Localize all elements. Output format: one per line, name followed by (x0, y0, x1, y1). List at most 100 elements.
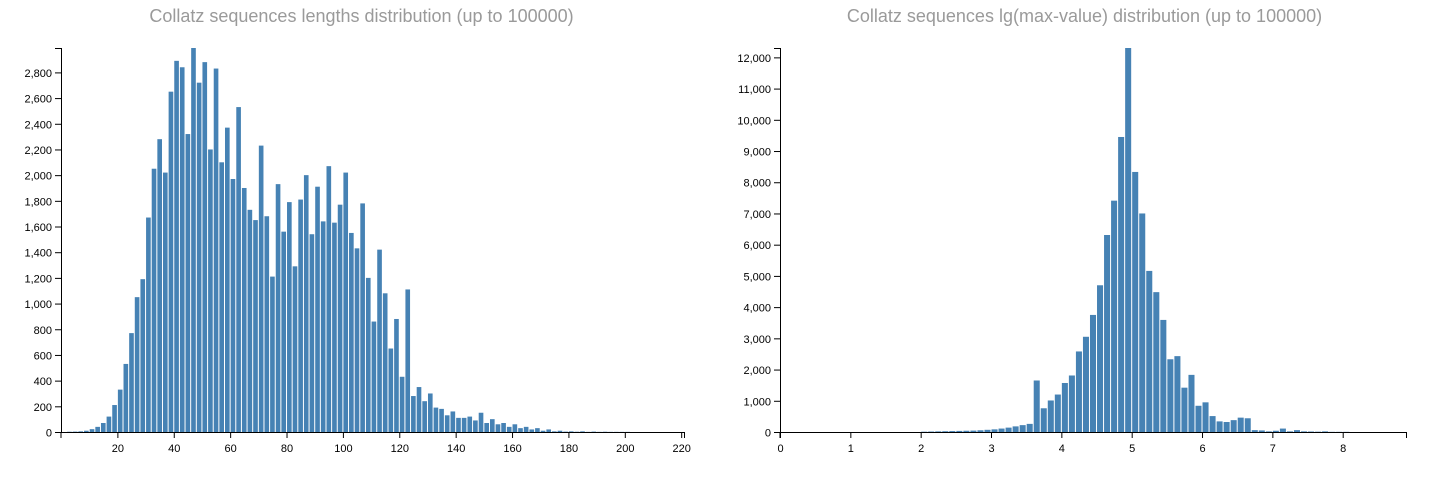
histogram-bar (1068, 375, 1075, 432)
x-tick-label: 160 (503, 443, 521, 455)
histogram-bar (405, 289, 411, 432)
histogram-bar (540, 430, 546, 432)
histogram-bar (518, 428, 523, 432)
x-axis: 20 40 60 80 100 120 140 160 180 200 220 (60, 432, 691, 455)
histogram-bar (326, 166, 332, 432)
x-tick-label: 7 (1270, 443, 1276, 455)
y-tick-label: 11,000 (738, 84, 771, 96)
histogram-bar (467, 416, 473, 432)
histogram-bar (1216, 421, 1223, 432)
histogram-bar (1209, 416, 1216, 432)
histogram-bar (123, 363, 129, 432)
histogram-bar (191, 48, 196, 432)
histogram-bar (360, 203, 365, 432)
y-tick-label: 400 (34, 376, 52, 388)
histogram-bar (444, 415, 450, 432)
histogram-bar (112, 405, 117, 432)
histogram-bar (984, 429, 991, 432)
y-tick-label: 600 (34, 350, 52, 362)
y-tick-label: 2,600 (24, 94, 52, 106)
histogram-bar (1223, 422, 1230, 432)
histogram-bar (1111, 200, 1118, 432)
x-tick-label: 60 (225, 443, 237, 455)
histogram-bar (1293, 430, 1300, 432)
histogram-bar (1258, 430, 1265, 432)
y-tick-label: 0 (46, 428, 52, 440)
histogram-bar (1012, 426, 1019, 432)
histogram-bar (332, 222, 337, 432)
histogram-bar (382, 293, 388, 432)
histogram-bar (1153, 292, 1160, 432)
histogram-bar (349, 232, 354, 432)
histogram-bar (208, 149, 213, 432)
histogram-bar (89, 429, 95, 432)
y-tick-label: 2,200 (24, 145, 52, 157)
histogram-bar (1300, 431, 1308, 432)
histogram-bar (1047, 400, 1054, 432)
histogram-bar (411, 396, 416, 432)
x-tick-label: 0 (777, 443, 783, 455)
histogram-bar (433, 407, 439, 432)
histogram-bar (320, 221, 326, 432)
x-tick-label: 1 (848, 443, 854, 455)
histogram-bar (1132, 171, 1139, 432)
y-tick-label: 2,800 (24, 68, 52, 80)
histogram-bar (1118, 136, 1125, 433)
x-tick-label: 80 (281, 443, 293, 455)
histogram-bar (977, 430, 984, 432)
y-tick-label: 1,000 (743, 396, 771, 408)
histogram-bar (106, 416, 112, 432)
histogram-bar (1061, 382, 1068, 432)
histogram-bar (84, 430, 89, 432)
histogram-bar (1019, 425, 1026, 432)
histogram-bar (935, 431, 942, 432)
histogram-bar (1097, 285, 1104, 432)
histogram-bar (140, 279, 146, 432)
x-tick-label: 5 (1129, 443, 1135, 455)
histogram-bar (963, 430, 970, 432)
histogram-bar (970, 430, 977, 432)
histogram-bar (529, 429, 535, 432)
x-tick-label: 140 (447, 443, 465, 455)
histogram-bar (1033, 380, 1040, 432)
y-tick-label: 2,000 (24, 171, 52, 183)
histogram-bar (580, 431, 585, 432)
histogram-bar (185, 134, 191, 433)
histogram-bar (552, 431, 557, 432)
histogram-bar (264, 216, 270, 432)
histogram-bar (247, 209, 253, 432)
histogram-bar (546, 429, 552, 432)
histogram-bar (365, 277, 371, 432)
histogram-bar (1202, 402, 1209, 432)
x-tick-label: 180 (560, 443, 578, 455)
histogram-bar (129, 333, 134, 432)
histogram-bar (241, 187, 247, 432)
histogram-bar (202, 62, 208, 432)
histogram-bar (230, 179, 236, 432)
histogram-bar (991, 429, 998, 432)
x-tick-label: 100 (334, 443, 352, 455)
histogram-bar (275, 184, 281, 432)
histogram-bar (1167, 359, 1174, 432)
chart-lengths: Collatz sequences lengths distribution (… (24, 6, 691, 455)
histogram-bar (568, 431, 574, 432)
y-tick-label: 8,000 (743, 178, 771, 190)
y-tick-label: 7,000 (743, 209, 771, 221)
y-axis: 0 1,000 2,000 3,000 4,000 5,000 6,000 7,000 8,00… (737, 48, 781, 440)
chart-title: Collatz sequences lg(max-value) distribu… (846, 6, 1323, 26)
histogram-bar (337, 204, 343, 432)
x-tick-label: 220 (673, 443, 691, 455)
histogram-bar (1160, 319, 1167, 432)
x-tick-label: 4 (1059, 443, 1065, 455)
histogram-bar (1054, 394, 1061, 432)
histogram-bar (506, 426, 512, 432)
histogram-bar (1237, 417, 1244, 432)
histogram-bar (354, 248, 360, 432)
chart-title: Collatz sequences lengths distribution (… (149, 6, 574, 26)
histogram-bar (1139, 213, 1146, 432)
histogram-bar (95, 426, 100, 432)
histogram-bar (1244, 418, 1251, 432)
histogram-bar (219, 162, 224, 433)
histogram-bar (1230, 420, 1237, 432)
histogram-bar (388, 348, 394, 432)
